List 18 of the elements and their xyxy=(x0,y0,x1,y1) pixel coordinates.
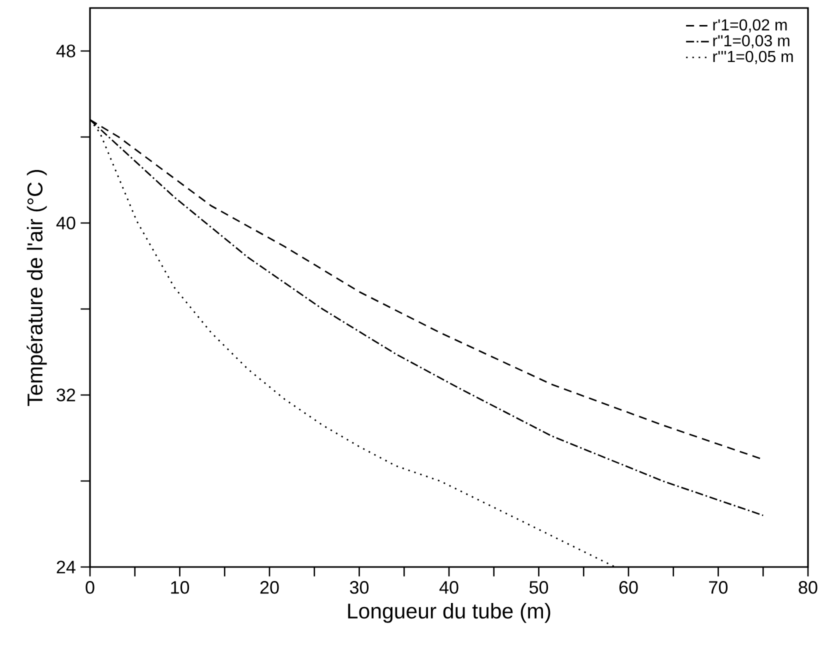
y-axis-title: Température de l'air (°C ) xyxy=(26,170,47,406)
y-tick-label: 32 xyxy=(56,388,76,402)
x-tick-label: 70 xyxy=(709,581,728,594)
x-tick-label: 20 xyxy=(260,581,279,594)
x-tick-label: 30 xyxy=(350,581,369,594)
legend-label: r"1=0,03 m xyxy=(713,35,790,48)
legend-label: r'''1=0,05 m xyxy=(713,50,793,64)
x-tick-label: 0 xyxy=(86,581,94,594)
legend-label: r'1=0,02 m xyxy=(713,19,787,32)
y-tick-label: 48 xyxy=(56,44,76,58)
x-tick-label: 80 xyxy=(798,581,818,594)
x-tick-label: 50 xyxy=(529,581,548,594)
y-tick-label: 40 xyxy=(56,216,76,230)
x-tick-label: 10 xyxy=(171,581,190,594)
x-tick-label: 40 xyxy=(439,581,458,594)
x-tick-label: 60 xyxy=(619,581,638,594)
y-tick-label: 24 xyxy=(56,560,76,574)
x-axis-title: Longueur du tube (m) xyxy=(348,602,550,623)
